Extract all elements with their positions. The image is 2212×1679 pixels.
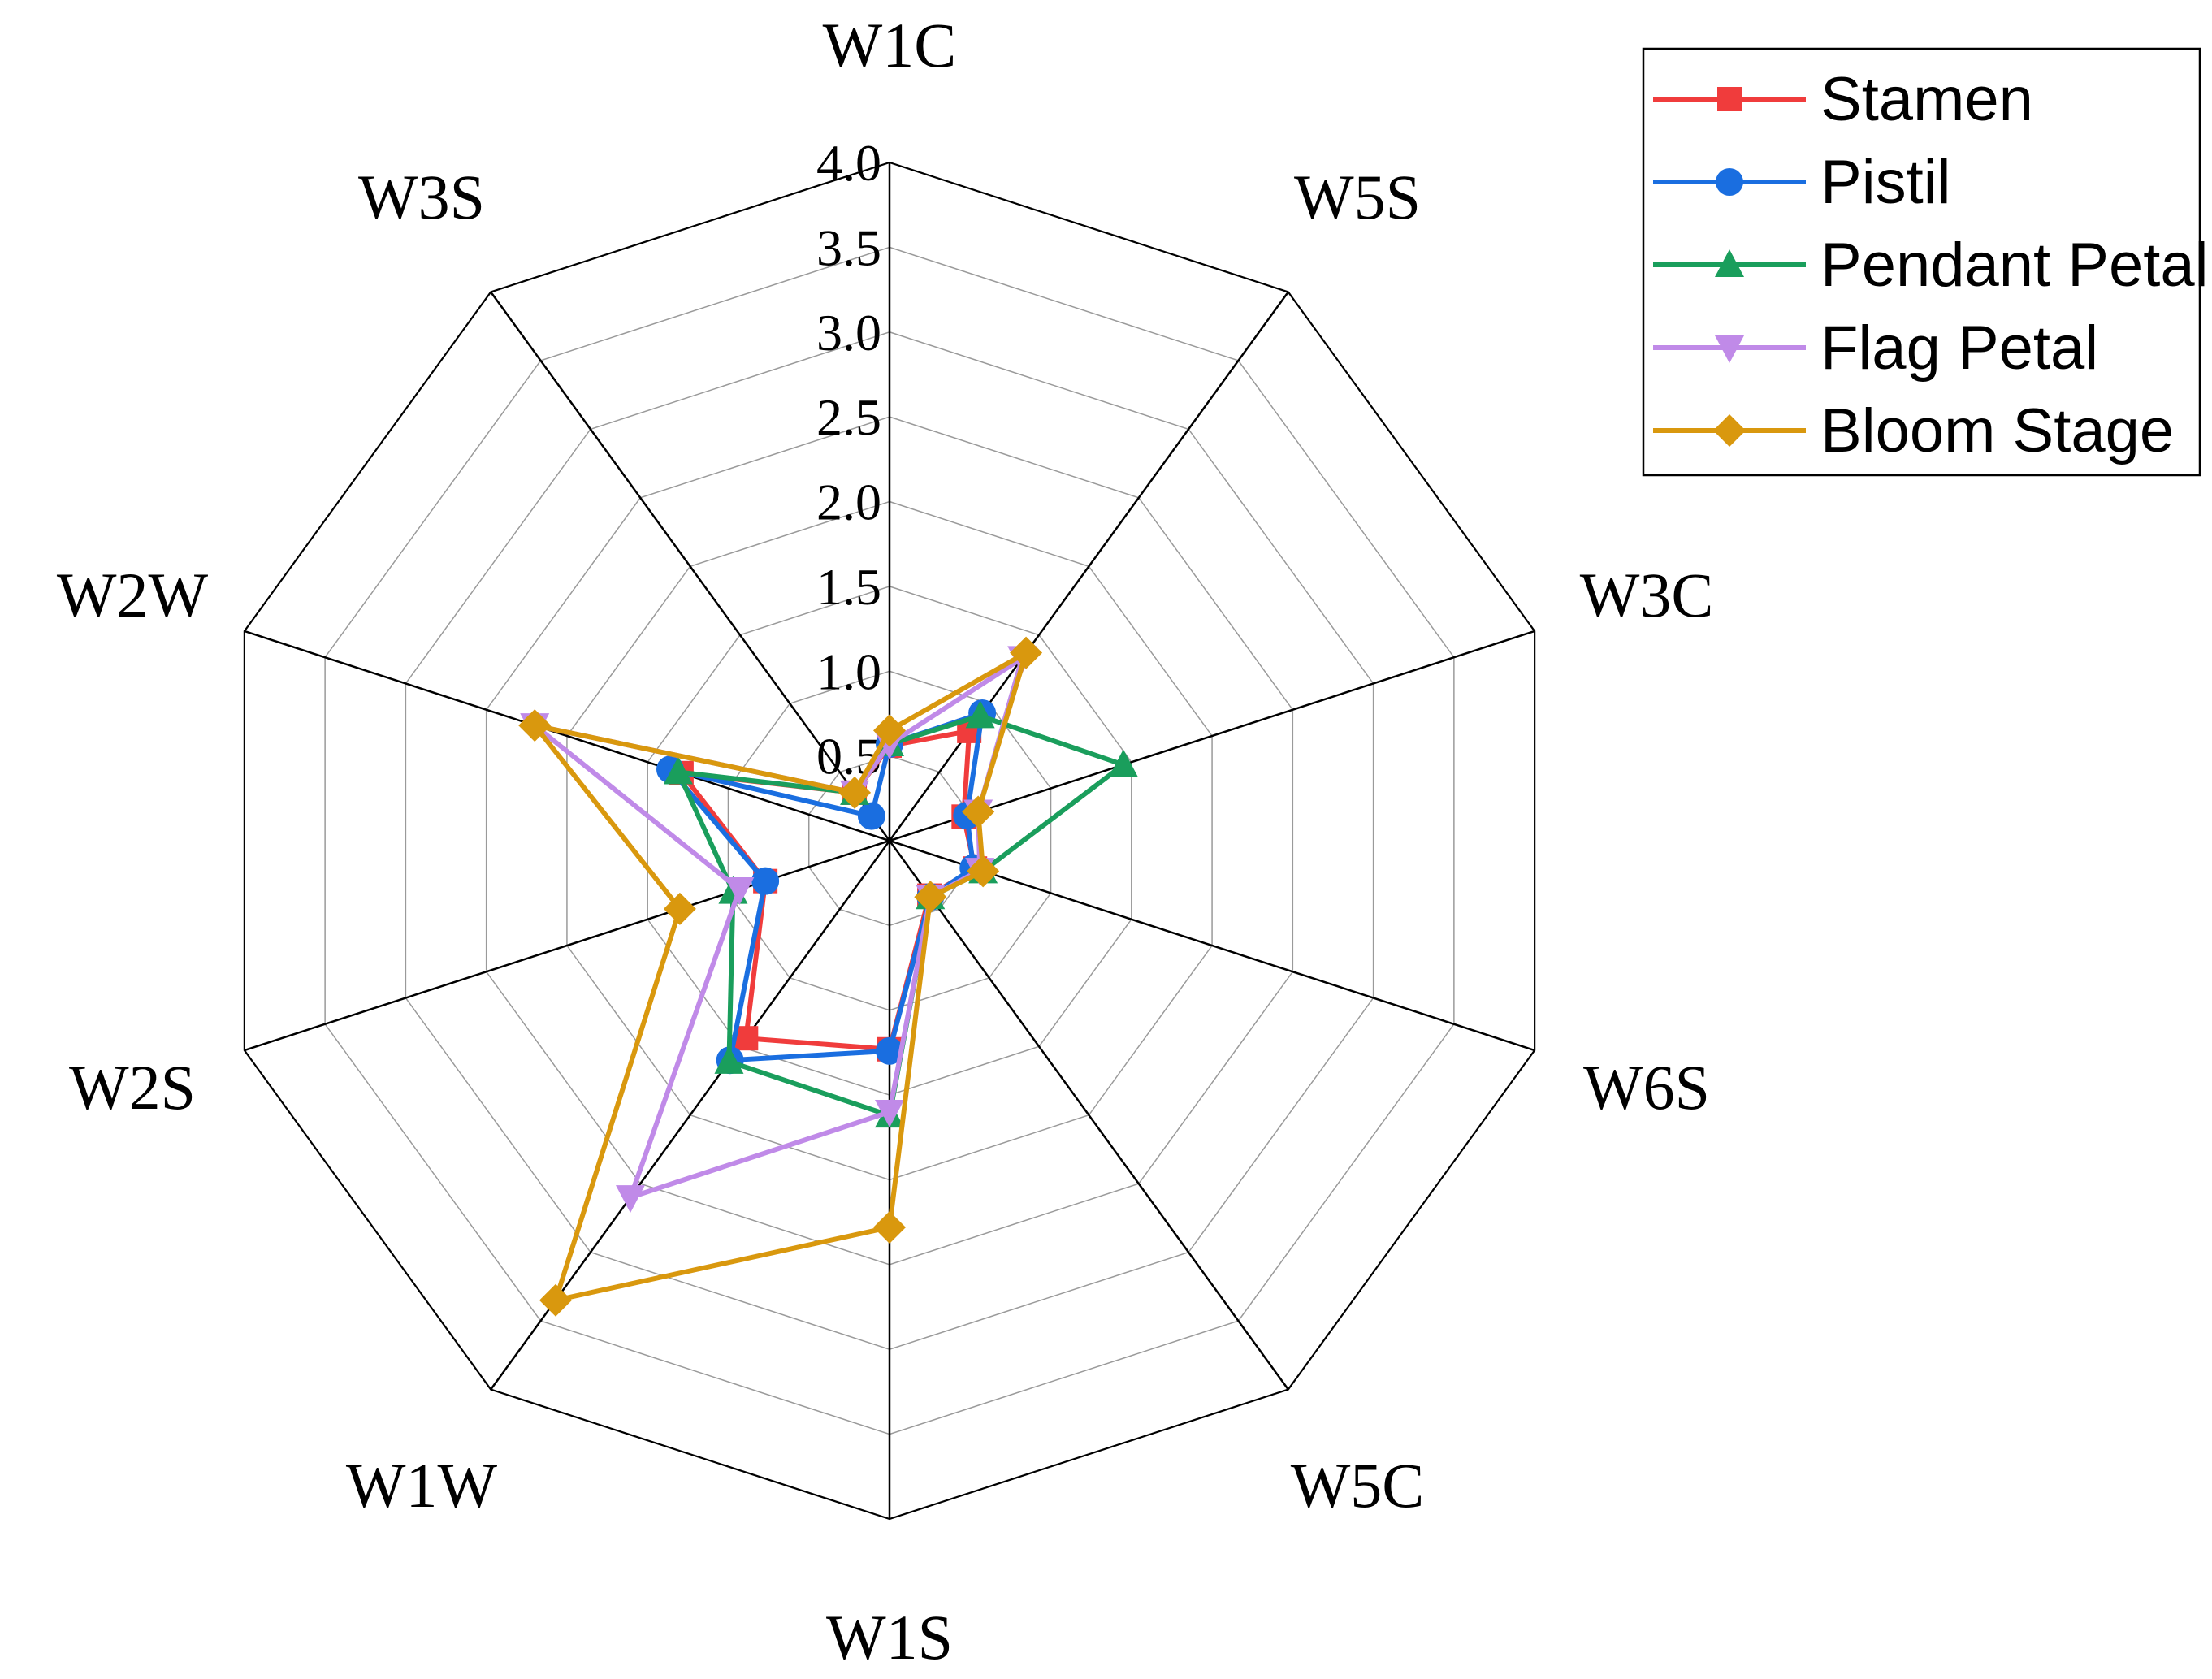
legend-marker-flag-petal — [1715, 335, 1744, 363]
legend-marker-stamen — [1717, 87, 1742, 111]
point-bloom-stage-W5S — [1010, 636, 1043, 669]
radial-tick-labels: 0.5 1.0 1.5 2.0 2.5 3.0 3.5 4.0 — [816, 134, 881, 785]
axis-label-W5C: W5C — [1291, 1450, 1425, 1521]
spoke-W6S — [889, 839, 1535, 1052]
point-pendant-petal-W5S — [965, 700, 995, 729]
point-pistil-W1S — [876, 1036, 903, 1065]
axis-label-W3C: W3C — [1580, 560, 1714, 630]
point-bloom-stage-W1C — [873, 714, 906, 747]
legend-label-stamen: Stamen — [1820, 65, 2033, 134]
series-bloom-stage — [518, 636, 1043, 1317]
legend-label-bloom-stage: Bloom Stage — [1820, 396, 2174, 465]
radar-grid — [243, 161, 1536, 1521]
point-pendant-petal-W3C — [1108, 749, 1138, 777]
axis-label-W6S: W6S — [1583, 1052, 1710, 1123]
tick-label-5: 3.0 — [816, 304, 881, 361]
legend-marker-pendant-petal — [1715, 249, 1744, 277]
point-bloom-stage-W3S — [838, 776, 872, 809]
axis-label-W2W: W2W — [57, 560, 209, 630]
legend-marker-pistil — [1716, 168, 1743, 196]
tick-label-2: 1.5 — [816, 558, 881, 616]
axis-label-W1C: W1C — [823, 10, 957, 80]
point-bloom-stage-W2S — [663, 892, 696, 925]
tick-label-4: 2.5 — [816, 388, 881, 446]
tick-label-6: 3.5 — [816, 219, 881, 276]
point-bloom-stage-W1S — [873, 1210, 906, 1244]
legend-label-pistil: Pistil — [1820, 148, 1950, 217]
axis-label-W3S: W3S — [358, 162, 485, 232]
axis-label-W5S: W5S — [1294, 162, 1421, 232]
axis-label-W2S: W2S — [69, 1052, 196, 1123]
point-bloom-stage-W1W — [539, 1283, 572, 1317]
spoke-W3S — [490, 291, 891, 842]
spoke-W5C — [888, 840, 1289, 1391]
axis-label-W1W: W1W — [346, 1450, 498, 1521]
point-bloom-stage-W2W — [518, 709, 552, 742]
point-bloom-stage-W3C — [962, 795, 995, 829]
point-pendant-petal-W1W — [714, 1045, 744, 1074]
spoke-W3C — [889, 630, 1535, 842]
legend-label-pendant-petal: Pendant Petal — [1820, 231, 2209, 300]
point-bloom-stage-W5C — [914, 881, 947, 914]
data-series — [518, 636, 1138, 1317]
point-pistil-W2S — [751, 867, 780, 895]
point-pendant-petal-W2W — [663, 756, 693, 785]
tick-label-0: 0.5 — [816, 728, 881, 785]
tick-label-1: 1.0 — [816, 643, 881, 700]
axis-label-W1S: W1S — [826, 1602, 953, 1673]
spoke-W5S — [888, 291, 1289, 842]
tick-label-3: 2.0 — [816, 474, 881, 531]
tick-label-7: 4.0 — [816, 134, 881, 192]
point-bloom-stage-W6S — [967, 855, 1000, 888]
point-flag-petal-W1S — [875, 1100, 904, 1127]
spoke-W2S — [244, 839, 890, 1052]
legend: Stamen Pistil Pendant Petal Flag Petal Bloom… — [1642, 47, 2209, 477]
axis-labels: W1C W5S W3C W6S W5C W1S W1W W2S W2W W3S — [57, 10, 1714, 1673]
point-flag-petal-W1W — [615, 1185, 645, 1214]
point-pistil-W3S — [857, 802, 885, 830]
legend-marker-bloom-stage — [1713, 414, 1746, 447]
legend-label-flag-petal: Flag Petal — [1820, 314, 2098, 383]
point-flag-petal-W2S — [725, 876, 755, 905]
spoke-W2W — [244, 630, 890, 842]
